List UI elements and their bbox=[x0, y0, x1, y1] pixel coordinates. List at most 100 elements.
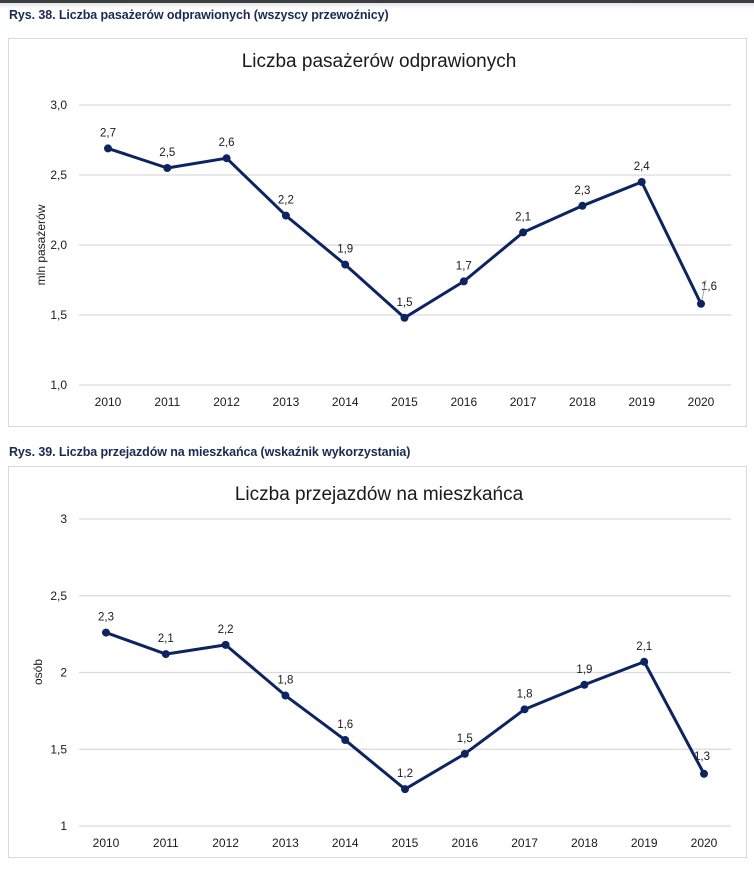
chart-passengers: Liczba pasażerów odprawionych mln pasaże… bbox=[34, 51, 731, 409]
data-label: 1,8 bbox=[277, 675, 293, 687]
x-tick-label: 2011 bbox=[154, 395, 180, 409]
top-shadow bbox=[0, 3, 754, 9]
y-tick-labels: 1 1,5 2 2,5 3 bbox=[50, 512, 67, 833]
data-point bbox=[520, 705, 529, 714]
x-tick-label: 2012 bbox=[212, 836, 239, 850]
x-tick-label: 2018 bbox=[571, 836, 598, 850]
chart-trips-per-resident: Liczba przejazdów na mieszkańca osób 1 1,… bbox=[31, 484, 731, 850]
data-label: 2,6 bbox=[219, 137, 235, 149]
data-label: 1,7 bbox=[456, 260, 472, 272]
x-tick-labels: 2010 2011 2012 2013 2014 2015 2016 2017 2018 2019… bbox=[93, 836, 718, 850]
data-label: 2,1 bbox=[515, 211, 531, 223]
data-point bbox=[578, 201, 587, 210]
data-point bbox=[161, 650, 170, 659]
y-tick-label: 3,0 bbox=[50, 98, 67, 112]
data-point bbox=[341, 260, 350, 269]
chart-passengers-container: Liczba pasażerów odprawionych mln pasaże… bbox=[8, 38, 747, 427]
data-label: 1,9 bbox=[337, 244, 353, 256]
data-point bbox=[102, 628, 110, 637]
chart-trips-container: Liczba przejazdów na mieszkańca osób 1 1,… bbox=[8, 466, 747, 858]
series-line-path bbox=[105, 631, 706, 791]
data-point bbox=[697, 299, 705, 308]
data-point bbox=[401, 785, 409, 794]
series-line-path bbox=[107, 146, 703, 320]
chart-title: Liczba pasażerów odprawionych bbox=[242, 51, 517, 72]
data-label: 1,2 bbox=[397, 768, 413, 780]
x-tick-label: 2016 bbox=[451, 836, 478, 850]
data-point bbox=[519, 228, 528, 237]
data-point bbox=[222, 154, 231, 163]
x-tick-label: 2014 bbox=[332, 836, 359, 850]
data-point bbox=[637, 178, 646, 186]
data-label: 2,2 bbox=[278, 195, 294, 207]
data-label: 1,6 bbox=[337, 719, 353, 731]
y-axis-label: osób bbox=[31, 659, 45, 685]
data-point bbox=[700, 769, 708, 778]
y-axis-label: mln pasażerów bbox=[34, 204, 48, 285]
x-tick-label: 2010 bbox=[95, 395, 122, 409]
x-tick-label: 2016 bbox=[450, 395, 477, 409]
y-tick-label: 2,5 bbox=[50, 168, 67, 182]
x-tick-label: 2011 bbox=[153, 836, 179, 850]
data-point bbox=[460, 749, 469, 758]
y-tick-label: 2,0 bbox=[50, 238, 67, 252]
x-tick-label: 2019 bbox=[631, 836, 658, 850]
data-label: 1,8 bbox=[517, 688, 533, 700]
data-labels: 2,72,52,62,21,91,51,72,12,32,41,6 bbox=[100, 127, 717, 308]
top-border-bar bbox=[0, 0, 754, 3]
data-label: 1,5 bbox=[457, 733, 473, 745]
x-tick-label: 2019 bbox=[628, 395, 655, 409]
x-tick-label: 2017 bbox=[511, 836, 538, 850]
data-point bbox=[400, 313, 409, 322]
x-tick-labels: 2010 2011 2012 2013 2014 2015 2016 2017 2018 2019… bbox=[95, 395, 715, 409]
data-label: 1,5 bbox=[397, 297, 413, 309]
x-tick-label: 2013 bbox=[272, 836, 299, 850]
data-label: 2,1 bbox=[158, 633, 174, 645]
x-tick-label: 2010 bbox=[93, 836, 120, 850]
x-tick-label: 2015 bbox=[391, 395, 418, 409]
data-labels: 2,3 2,1 2,2 1,8 1,6 1,2 1,5 1,8 1,9 2,1 1,3 bbox=[98, 612, 710, 781]
data-label: 1,9 bbox=[576, 664, 592, 676]
data-point bbox=[221, 640, 230, 649]
y-tick-label: 2,5 bbox=[50, 589, 67, 603]
x-tick-label: 2015 bbox=[392, 836, 419, 850]
y-tick-label: 1,5 bbox=[50, 308, 67, 322]
data-label: 2,5 bbox=[159, 147, 175, 159]
y-tick-label: 1 bbox=[60, 819, 67, 833]
x-tick-label: 2012 bbox=[213, 395, 240, 409]
gridlines bbox=[79, 104, 731, 386]
x-tick-label: 2013 bbox=[273, 395, 300, 409]
data-point bbox=[104, 144, 112, 153]
data-point bbox=[640, 657, 649, 666]
y-tick-label: 2 bbox=[60, 666, 67, 680]
data-point bbox=[459, 277, 468, 286]
data-point bbox=[281, 691, 290, 700]
x-tick-label: 2020 bbox=[691, 836, 718, 850]
x-tick-label: 2018 bbox=[569, 395, 596, 409]
x-tick-label: 2020 bbox=[688, 395, 715, 409]
figure-39-caption: Rys. 39. Liczba przejazdów na mieszkańca… bbox=[9, 445, 411, 459]
data-label: 2,7 bbox=[100, 127, 116, 139]
chart-title: Liczba przejazdów na mieszkańca bbox=[235, 484, 524, 505]
gridlines bbox=[79, 518, 731, 827]
data-label: 2,3 bbox=[574, 185, 590, 197]
data-points bbox=[104, 144, 705, 322]
data-label: 2,3 bbox=[98, 612, 114, 624]
x-tick-label: 2017 bbox=[510, 395, 537, 409]
y-tick-label: 3 bbox=[60, 512, 67, 526]
y-tick-label: 1,0 bbox=[50, 378, 67, 392]
data-points bbox=[102, 628, 708, 794]
series-line bbox=[107, 146, 703, 320]
x-tick-label: 2014 bbox=[332, 395, 359, 409]
y-tick-labels: 1,0 1,5 2,0 2,5 3,0 bbox=[50, 98, 67, 392]
data-label: 2,1 bbox=[636, 641, 652, 653]
data-point bbox=[341, 736, 350, 745]
leader-line bbox=[701, 279, 707, 300]
data-point bbox=[580, 680, 589, 689]
data-label: 2,2 bbox=[218, 624, 234, 636]
y-tick-label: 1,5 bbox=[50, 742, 67, 756]
series-line bbox=[105, 631, 706, 791]
data-point bbox=[281, 211, 290, 220]
data-label: 2,4 bbox=[634, 161, 651, 173]
figure-38-caption: Rys. 38. Liczba pasażerów odprawionych (… bbox=[9, 8, 389, 22]
